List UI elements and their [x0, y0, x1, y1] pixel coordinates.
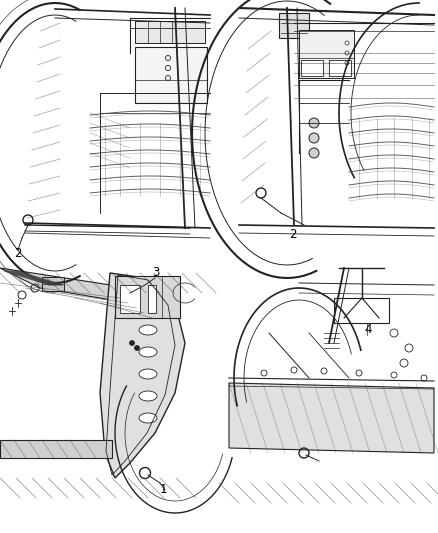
Bar	[299, 30, 354, 78]
Bar	[42, 277, 64, 291]
Ellipse shape	[139, 413, 157, 423]
Text: 2: 2	[289, 228, 297, 241]
Polygon shape	[0, 268, 160, 308]
Circle shape	[166, 55, 170, 61]
Bar	[279, 13, 309, 38]
Bar	[135, 21, 205, 43]
Circle shape	[166, 76, 170, 80]
Bar	[329, 60, 351, 76]
Circle shape	[345, 41, 349, 45]
Bar	[301, 60, 323, 76]
Bar	[120, 285, 140, 313]
Bar	[135, 47, 207, 103]
Circle shape	[134, 345, 139, 351]
Circle shape	[166, 66, 170, 70]
Bar	[115, 276, 180, 318]
Polygon shape	[229, 383, 434, 453]
Text: 1: 1	[160, 483, 167, 496]
Ellipse shape	[139, 325, 157, 335]
Text: 2: 2	[14, 247, 21, 260]
Circle shape	[309, 148, 319, 158]
Circle shape	[345, 61, 349, 65]
Bar	[148, 285, 156, 313]
Circle shape	[309, 133, 319, 143]
Text: 4: 4	[364, 323, 371, 336]
Circle shape	[345, 51, 349, 55]
Bar	[0, 440, 112, 458]
Circle shape	[130, 341, 134, 345]
Circle shape	[309, 118, 319, 128]
Ellipse shape	[139, 391, 157, 401]
Ellipse shape	[139, 369, 157, 379]
Ellipse shape	[139, 347, 157, 357]
Text: 3: 3	[152, 266, 159, 279]
Bar	[334, 298, 389, 323]
Polygon shape	[100, 273, 185, 478]
